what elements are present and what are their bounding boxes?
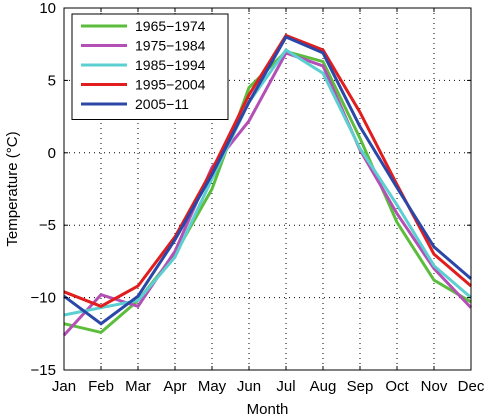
y-tick-label: −10 (31, 290, 56, 307)
x-tick-label: May (198, 378, 227, 395)
legend-label: 1975−1984 (135, 38, 206, 54)
y-tick-label: 5 (48, 72, 56, 89)
x-tick-label: Nov (421, 378, 448, 395)
x-tick-label: Feb (88, 378, 114, 395)
series-lines (62, 33, 473, 337)
x-tick-label: Mar (125, 378, 151, 395)
x-tick-label: Jul (276, 378, 295, 395)
x-tick-label: Aug (310, 378, 337, 395)
legend-label: 1965−1974 (135, 18, 206, 34)
x-tick-labels: Jan Feb Mar Apr May Jun Jul Aug Sep Oct Nov Dec (52, 378, 485, 395)
x-tick-label: Dec (458, 378, 485, 395)
legend-label: 1995−2004 (135, 77, 206, 93)
x-tick-label: Apr (163, 378, 186, 395)
y-tick-label: 10 (39, 0, 56, 17)
x-tick-label: Sep (347, 378, 374, 395)
plot-frame (63, 7, 472, 371)
series-line-2 (62, 51, 473, 337)
x-tick-label: Oct (385, 378, 409, 395)
y-tick-label: −15 (31, 362, 56, 379)
axis-ticks (63, 7, 472, 371)
legend-label: 2005−11 (135, 96, 189, 112)
x-tick-label: Jan (52, 378, 76, 395)
x-axis-label: Month (247, 401, 289, 418)
legend-label: 1985−1994 (135, 57, 206, 73)
series-line-5 (63, 35, 472, 326)
x-tick-label: Jun (237, 378, 261, 395)
y-tick-labels: −15 −10 −5 0 5 10 (31, 0, 56, 379)
y-tick-label: 0 (48, 145, 56, 162)
y-axis-label: Temperature (°C) (4, 131, 21, 246)
legend-box (71, 13, 229, 120)
y-tick-label: −5 (39, 217, 56, 234)
legend: 1965−1974 1975−1984 1985−1994 1995−2004 2005… (71, 13, 229, 120)
